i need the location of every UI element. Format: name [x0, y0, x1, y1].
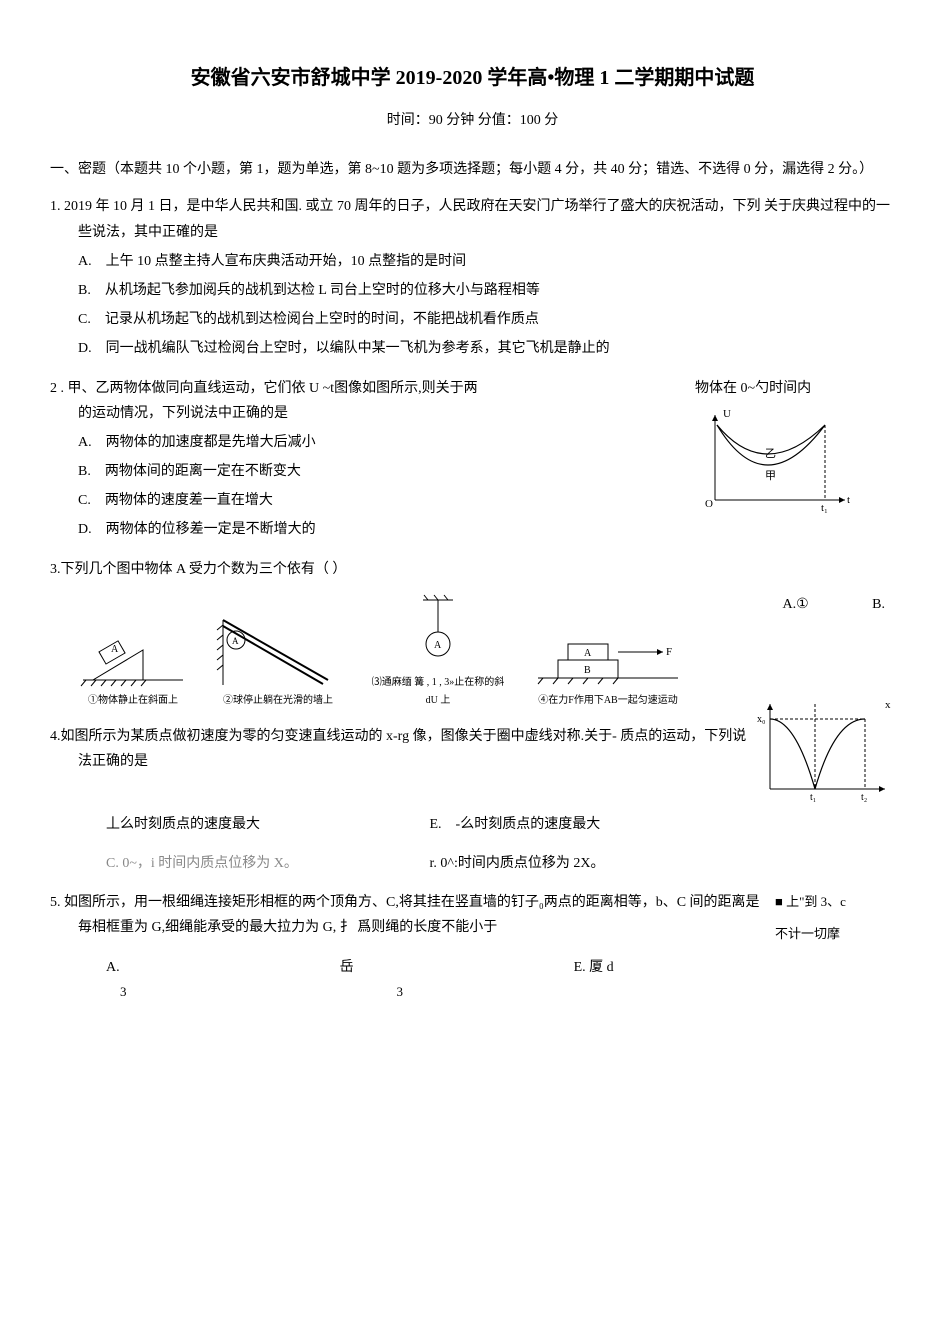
q3-cap2: ②球停止躺在光滑的墙上 [223, 692, 333, 710]
q3-cap3: ⑶通麻缅 篝 , 1 , 3»止在称的斜 dU 上 [368, 674, 508, 710]
q2-stem-1: 2 . 甲、乙两物体做同向直线运动，它们依 U ~t图像如图所示,则关于两 [50, 376, 695, 401]
svg-text:B: B [584, 665, 591, 676]
svg-text:t₁: t₁ [810, 792, 816, 803]
q2-yi-label: 乙 [765, 447, 776, 460]
svg-text:x₀: x₀ [757, 714, 766, 725]
q5-r1: ■ 上"到 3、c [775, 890, 895, 913]
q5-subs: 3 3 [50, 980, 895, 1003]
q4-opt-r: r. 0^:时间内质点位移为 2X。 [430, 851, 605, 876]
title-num: 1 [599, 67, 609, 89]
q2-opt-b: B. 两物体间的距离一定在不断变大 [50, 459, 695, 484]
q2-opt-a: A. 两物体的加速度都是先增大后减小 [50, 430, 695, 455]
subtitle: 时间：90 分钟 分值：100 分 [50, 108, 895, 133]
q5-opts: A. 岳 E. 厦 d [50, 955, 895, 980]
q3-fig3: A ⑶通麻缅 篝 , 1 , 3»止在称的斜 dU 上 [368, 592, 508, 710]
title-suffix: 学年高•物理 [482, 67, 599, 89]
q5-a: A. [106, 955, 120, 980]
q4-opt-a: 丄么时刻质点的速度最大 [106, 812, 366, 837]
svg-text:A: A [232, 636, 239, 646]
q2-jia-label: 甲 [765, 470, 776, 482]
q2-opt-c: C. 两物体的速度差一直在增大 [50, 488, 695, 513]
q5-stem: 5. 如图所示，用一根细绳连接矩形相框的两个顶角方、C,将其挂在竖直墙的钉子₀两… [50, 890, 775, 940]
question-4: 4.如图所示为某质点做初速度为零的匀变速直线运动的 x-rg 像，图像关于圈中虚… [50, 724, 895, 876]
q1-opt-b: B. 从机场起飞参加阅兵的战机到达检 L 司台上空时的位移大小与路程相等 [50, 278, 895, 303]
q5-right-notes: ■ 上"到 3、c 不计一切摩 [775, 890, 895, 945]
q2-x-label: t [847, 494, 850, 506]
q2-stem-2: 物体在 0~勺时间内 [695, 376, 895, 401]
q4-graph: x x₀ t₁ t₂ [755, 694, 895, 804]
q5-mid: 岳 [340, 955, 354, 980]
q1-opt-a: A. 上午 10 点整主持人宣布庆典活动开始，10 点整指的是时间 [50, 249, 895, 274]
q5-r2: 不计一切摩 [775, 922, 895, 945]
q2-opt-d: D. 两物体的位移差一定是不断增大的 [50, 517, 695, 542]
svg-text:A: A [111, 644, 119, 655]
question-2: 2 . 甲、乙两物体做同向直线运动，它们依 U ~t图像如图所示,则关于两 的运… [50, 376, 895, 543]
q4-row1: 丄么时刻质点的速度最大 E. -么时刻质点的速度最大 [50, 812, 895, 837]
title-year: 2019-2020 [396, 67, 483, 89]
q3-fig2: A ②球停止躺在光滑的墙上 [208, 610, 348, 710]
page-title: 安徽省六安市舒城中学 2019-2020 学年高•物理 1 二学期期中试题 [50, 60, 895, 96]
svg-text:A: A [584, 648, 592, 659]
section-intro: 一、密题（本题共 10 个小题，第 1，题为单选，第 8~10 题为多项选择题；… [50, 157, 895, 182]
q4-opt-c: C. 0~，i 时间内质点位移为 X。 [106, 851, 366, 876]
q2-t1-label: t₁ [821, 502, 828, 514]
question-1: 1. 2019 年 10 月 1 日，是中华人民共和国. 或立 70 周年的日子… [50, 194, 895, 361]
q3-cap4: ④在力F作用下AB一起匀速运动 [538, 692, 677, 710]
q3-fig1: A ①物体静止在斜面上 [78, 620, 188, 710]
q2-stem-3: 的运动情况，下列说法中正确的是 [50, 401, 695, 426]
svg-text:A: A [434, 640, 442, 651]
q5-sub2: 3 [397, 980, 404, 1003]
q4-stem: 4.如图所示为某质点做初速度为零的匀变速直线运动的 x-rg 像，图像关于圈中虚… [50, 724, 755, 774]
title-end: 二学期期中试题 [609, 67, 754, 89]
q2-y-label: U [723, 408, 731, 420]
title-prefix: 安徽省六安市舒城中学 [191, 67, 396, 89]
q2-o-label: O [705, 498, 713, 510]
q4-row2: C. 0~，i 时间内质点位移为 X。 r. 0^:时间内质点位移为 2X。 [50, 851, 895, 876]
q2-graph: U t t₁ O 乙 甲 [695, 405, 855, 515]
q3-fig4: A B F ④在力F作用下AB一起匀速运动 [528, 620, 688, 710]
q3-stem: 3.下列几个图中物体 A 受力个数为三个依有（ ） [50, 557, 895, 582]
svg-text:t₂: t₂ [861, 792, 867, 803]
question-5: 5. 如图所示，用一根细绳连接矩形相框的两个顶角方、C,将其挂在竖直墙的钉子₀两… [50, 890, 895, 1003]
q4-opt-e: E. -么时刻质点的速度最大 [430, 812, 601, 837]
q1-opt-d: D. 同一战机编队飞过检阅台上空时，以编队中某一飞机为参考系，其它飞机是静止的 [50, 336, 895, 361]
q3-opt-a: A.① [782, 597, 808, 612]
svg-text:F: F [666, 646, 672, 658]
q2-stem1-text: 2 . 甲、乙两物体做同向直线运动，它们依 U ~t图像如图所示,则关于两 [50, 381, 478, 396]
q5-e: E. 厦 d [574, 955, 614, 980]
q3-figures: A ①物体静止在斜面上 A ②球停止躺在光滑的墙上 [78, 592, 895, 710]
q1-opt-c: C. 记录从机场起飞的战机到达检阅台上空时的时间，不能把战机看作质点 [50, 307, 895, 332]
q3-cap1: ①物体静止在斜面上 [88, 692, 178, 710]
q1-stem: 1. 2019 年 10 月 1 日，是中华人民共和国. 或立 70 周年的日子… [50, 194, 895, 244]
q3-opt-b-blank: B. [872, 597, 885, 612]
question-3: 3.下列几个图中物体 A 受力个数为三个依有（ ） A ①物体静止在斜面上 [50, 557, 895, 710]
q5-sub1: 3 [120, 980, 127, 1003]
svg-text:x: x [885, 699, 891, 711]
